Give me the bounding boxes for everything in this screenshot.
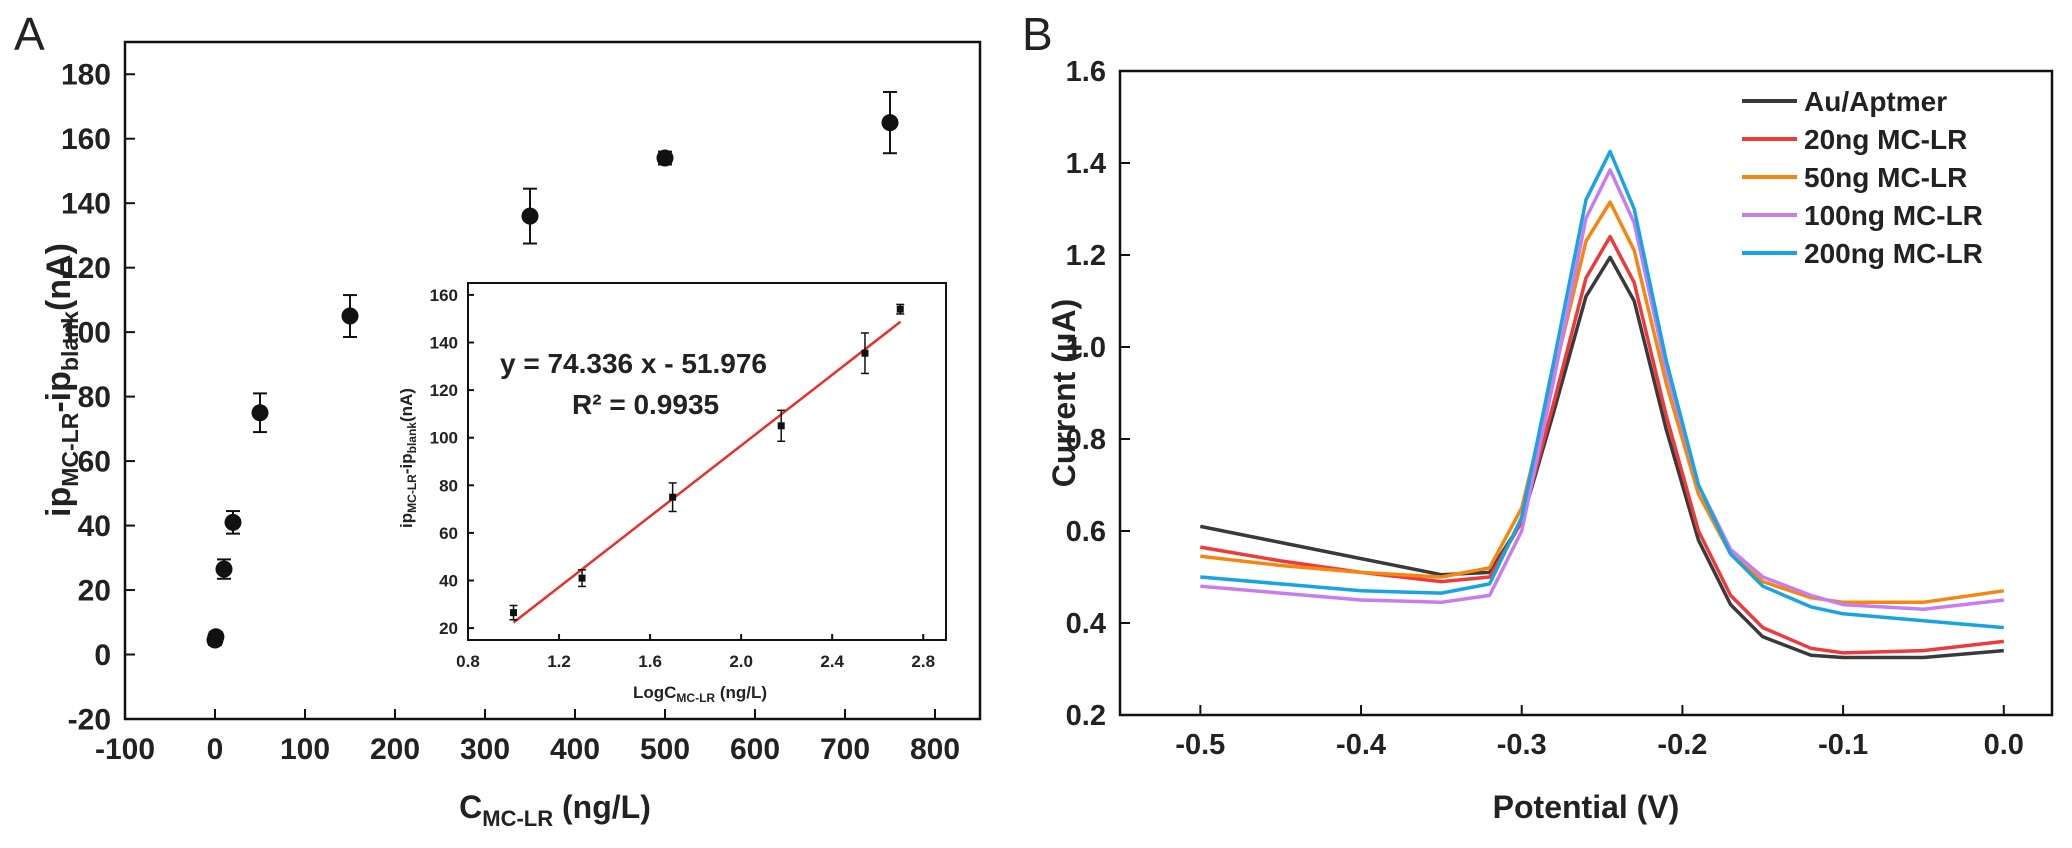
- y-tick-label: 20: [78, 575, 111, 608]
- series-line: [1200, 234, 2004, 655]
- chart-a-inset-r-squared: R² = 0.9935: [572, 389, 719, 420]
- data-point: [881, 114, 899, 132]
- data-point: [521, 207, 539, 225]
- y-tick-label: 80: [78, 381, 111, 414]
- y-tick-label: 40: [439, 571, 458, 590]
- y-tick-label: 60: [439, 524, 458, 543]
- data-point: [251, 404, 269, 422]
- legend-label: 50ng MC-LR: [1804, 162, 1967, 193]
- y-tick-label: 40: [78, 510, 111, 543]
- x-tick-label: -0.2: [1657, 729, 1707, 761]
- inset-data-point: [861, 349, 869, 357]
- panel-label-b: B: [1022, 8, 1053, 60]
- chart-a-inset-x-axis-title: LogCMC-LR (ng/L): [633, 683, 767, 705]
- y-tick-label: 1.6: [1066, 56, 1106, 88]
- chart-a-inset-fit-line: [512, 320, 902, 624]
- chart-a-frame: [123, 40, 982, 721]
- x-tick-label: 1.6: [638, 652, 662, 671]
- y-tick-label: -20: [68, 704, 111, 737]
- x-tick-label: 0: [207, 733, 224, 766]
- y-tick-label: 1.2: [1066, 240, 1106, 272]
- series-line: [1199, 255, 2004, 660]
- x-tick-label: 2.4: [820, 652, 844, 671]
- x-tick-label: 500: [640, 733, 690, 766]
- x-tick-label: 100: [280, 733, 330, 766]
- y-tick-label: 60: [78, 446, 111, 479]
- inset-data-point: [777, 422, 785, 430]
- x-tick-label: 1.2: [547, 652, 571, 671]
- y-tick-label: 0: [94, 639, 111, 672]
- y-tick-label: 1.4: [1066, 148, 1106, 180]
- y-tick-label: 0.2: [1066, 700, 1106, 732]
- x-tick-label: -0.1: [1818, 729, 1868, 761]
- y-tick-label: 140: [61, 188, 111, 221]
- x-tick-label: 2.0: [729, 652, 753, 671]
- legend-label: Au/Aptmer: [1804, 86, 1947, 117]
- chart-a-inset-frame: [467, 282, 947, 641]
- series-line: [1200, 149, 2004, 630]
- legend-label: 200ng MC-LR: [1804, 238, 1983, 269]
- y-tick-label: 140: [430, 333, 458, 352]
- x-tick-label: -0.5: [1175, 729, 1225, 761]
- panel-label-a: A: [14, 8, 45, 60]
- chart-a-x-axis-title: CMC-LR (ng/L): [459, 789, 651, 831]
- chart-a-inset-y-axis-title: ipMC-LR-ipblank(nA): [397, 388, 419, 528]
- x-tick-label: 0.0: [1984, 729, 2024, 761]
- chart-a-y-axis-title: ipMC-LR-ipblank(nA): [40, 243, 83, 517]
- x-tick-label: -0.3: [1497, 729, 1547, 761]
- y-tick-label: 180: [61, 59, 111, 92]
- x-tick-label: -0.4: [1336, 729, 1386, 761]
- inset-data-point: [896, 305, 904, 313]
- inset-data-point: [578, 574, 586, 582]
- y-tick-label: 100: [430, 429, 458, 448]
- x-tick-label: 2.8: [911, 652, 935, 671]
- chart-b-x-axis-title: Potential (V): [1493, 789, 1680, 825]
- x-tick-label: 800: [910, 733, 960, 766]
- y-tick-label: 0.8: [1066, 424, 1106, 456]
- inset-data-point: [510, 609, 518, 617]
- x-tick-label: 300: [460, 733, 510, 766]
- y-tick-label: 0.6: [1066, 516, 1106, 548]
- data-point: [215, 560, 233, 578]
- y-tick-label: 80: [439, 476, 458, 495]
- x-tick-label: 200: [370, 733, 420, 766]
- data-point: [656, 149, 674, 167]
- inset-data-point: [669, 493, 677, 501]
- chart-b-y-axis-title: Current (μA): [1046, 299, 1082, 487]
- chart-b-frame: [1118, 69, 2054, 717]
- y-tick-label: 160: [61, 123, 111, 156]
- chart-b: 0.2 0.4 0.6 0.8 1.0 1.2 1.4 1.6 -0.5 -0.4 -0.3 -0.…: [1046, 56, 2054, 825]
- y-tick-label: 0.4: [1066, 608, 1106, 640]
- legend-label: 100ng MC-LR: [1804, 200, 1983, 231]
- y-tick-label: 20: [439, 619, 458, 638]
- y-tick-label: 1.0: [1066, 332, 1106, 364]
- data-point: [207, 628, 225, 646]
- y-tick-label: 120: [61, 252, 111, 285]
- x-tick-label: 600: [730, 733, 780, 766]
- chart-a-inset-equation: y = 74.336 x - 51.976: [500, 348, 767, 379]
- x-tick-label: -100: [95, 733, 155, 766]
- chart-a: -20 0 20 40 60 80 100 120 140 160 180 -100 0 100 200 3…: [40, 40, 982, 831]
- series-line: [1200, 168, 2004, 611]
- y-tick-label: 120: [430, 381, 458, 400]
- x-tick-label: 400: [550, 733, 600, 766]
- x-tick-label: 700: [820, 733, 870, 766]
- x-tick-label: 0.8: [456, 652, 480, 671]
- y-tick-label: 100: [61, 317, 111, 350]
- data-point: [224, 513, 242, 531]
- y-tick-label: 160: [430, 286, 458, 305]
- data-point: [341, 307, 359, 325]
- legend-label: 20ng MC-LR: [1804, 124, 1967, 155]
